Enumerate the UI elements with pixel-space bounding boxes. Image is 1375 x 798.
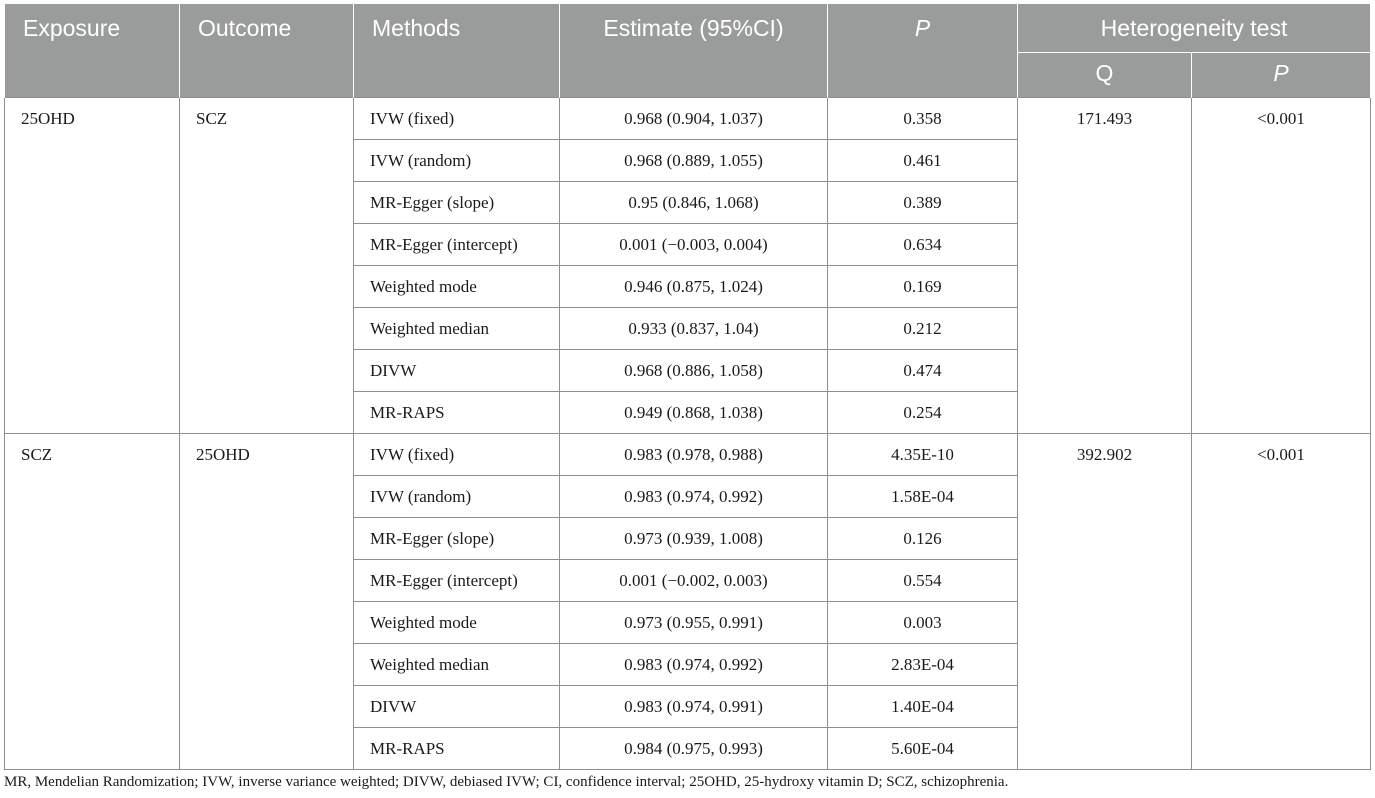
- table-row: SCZ 25OHD IVW (fixed) 0.983 (0.978, 0.988) 4…: [4, 433, 1372, 770]
- results-table-container: Exposure Outcome Methods Estimate (95%CI…: [4, 4, 1372, 770]
- method-cell: IVW (random): [353, 475, 560, 518]
- method-cell: MR-Egger (slope): [353, 181, 560, 224]
- estimate-cell: 0.946 (0.875, 1.024): [559, 265, 828, 308]
- heterogeneity-p-cell: <0.001: [1190, 97, 1372, 434]
- p-value-cell: 0.461: [827, 139, 1018, 182]
- estimate-cell: 0.968 (0.886, 1.058): [559, 349, 828, 392]
- outcome-cell: 25OHD: [179, 433, 354, 770]
- header-exposure: Exposure: [4, 4, 180, 98]
- table-body: 25OHD SCZ IVW (fixed) 0.968 (0.904, 1.037) 0…: [4, 97, 1372, 770]
- method-cell: MR-RAPS: [353, 391, 560, 434]
- table-row: MR-Egger (intercept) 0.001 (−0.002, 0.003…: [5, 559, 1371, 602]
- p-value-cell: 0.169: [827, 265, 1018, 308]
- table-row: MR-RAPS 0.949 (0.868, 1.038) 0.254: [5, 391, 1371, 434]
- method-cell: MR-Egger (slope): [353, 517, 560, 560]
- method-cell: Weighted median: [353, 307, 560, 350]
- method-cell: Weighted median: [353, 643, 560, 686]
- method-cell: DIVW: [353, 685, 560, 728]
- p-value-cell: 0.212: [827, 307, 1018, 350]
- header-p: P: [827, 4, 1018, 98]
- table-row: MR-Egger (intercept) 0.001 (−0.003, 0.004…: [5, 223, 1371, 266]
- table-row: Weighted mode 0.946 (0.875, 1.024) 0.169: [5, 265, 1371, 308]
- table-row: MR-Egger (slope) 0.95 (0.846, 1.068) 0.389: [5, 181, 1371, 224]
- method-cell: MR-Egger (intercept): [353, 559, 560, 602]
- table-row: DIVW 0.968 (0.886, 1.058) 0.474: [5, 349, 1371, 392]
- table-row: MR-RAPS 0.984 (0.975, 0.993) 5.60E-04: [5, 727, 1371, 770]
- p-value-cell: 5.60E-04: [827, 727, 1018, 770]
- heterogeneity-q-cell: 392.902: [1017, 433, 1192, 770]
- estimate-cell: 0.973 (0.939, 1.008): [559, 517, 828, 560]
- header-estimate: Estimate (95%CI): [559, 4, 828, 98]
- mr-results-table: Exposure Outcome Methods Estimate (95%CI…: [4, 4, 1372, 770]
- table-row: IVW (random) 0.983 (0.974, 0.992) 1.58E-04: [5, 475, 1371, 518]
- method-cell: Weighted mode: [353, 601, 560, 644]
- p-value-cell: 0.126: [827, 517, 1018, 560]
- estimate-cell: 0.973 (0.955, 0.991): [559, 601, 828, 644]
- method-cell: IVW (fixed): [353, 97, 560, 140]
- table-row: IVW (random) 0.968 (0.889, 1.055) 0.461: [5, 139, 1371, 182]
- header-outcome: Outcome: [179, 4, 354, 98]
- p-value-cell: 0.474: [827, 349, 1018, 392]
- method-cell: IVW (fixed): [353, 433, 560, 476]
- p-value-cell: 4.35E-10: [827, 433, 1018, 476]
- table-header: Exposure Outcome Methods Estimate (95%CI…: [4, 4, 1372, 98]
- table-row: Weighted median 0.933 (0.837, 1.04) 0.212: [5, 307, 1371, 350]
- p-value-cell: 2.83E-04: [827, 643, 1018, 686]
- method-cell: MR-Egger (intercept): [353, 223, 560, 266]
- header-heterogeneity: Heterogeneity test: [1016, 4, 1372, 53]
- heterogeneity-p-cell: <0.001: [1190, 433, 1372, 770]
- header-heterogeneity-p: P: [1190, 52, 1372, 98]
- estimate-cell: 0.983 (0.978, 0.988): [559, 433, 828, 476]
- estimate-cell: 0.983 (0.974, 0.991): [559, 685, 828, 728]
- estimate-cell: 0.968 (0.889, 1.055): [559, 139, 828, 182]
- header-q: Q: [1017, 52, 1192, 98]
- estimate-cell: 0.95 (0.846, 1.068): [559, 181, 828, 224]
- p-value-cell: 0.254: [827, 391, 1018, 434]
- method-cell: Weighted mode: [353, 265, 560, 308]
- heterogeneity-q-cell: 171.493: [1017, 97, 1192, 434]
- estimate-cell: 0.984 (0.975, 0.993): [559, 727, 828, 770]
- header-methods: Methods: [353, 4, 560, 98]
- method-cell: MR-RAPS: [353, 727, 560, 770]
- p-value-cell: 0.389: [827, 181, 1018, 224]
- estimate-cell: 0.001 (−0.003, 0.004): [559, 223, 828, 266]
- estimate-cell: 0.001 (−0.002, 0.003): [559, 559, 828, 602]
- table-row: 25OHD SCZ IVW (fixed) 0.968 (0.904, 1.037) 0…: [4, 97, 1372, 434]
- estimate-cell: 0.983 (0.974, 0.992): [559, 643, 828, 686]
- p-value-cell: 0.003: [827, 601, 1018, 644]
- method-cell: IVW (random): [353, 139, 560, 182]
- p-value-cell: 1.58E-04: [827, 475, 1018, 518]
- p-value-cell: 0.554: [827, 559, 1018, 602]
- estimate-cell: 0.949 (0.868, 1.038): [559, 391, 828, 434]
- p-value-cell: 1.40E-04: [827, 685, 1018, 728]
- exposure-cell: SCZ: [4, 433, 180, 770]
- table-footnote: MR, Mendelian Randomization; IVW, invers…: [4, 774, 1009, 790]
- p-value-cell: 0.634: [827, 223, 1018, 266]
- table-row: Weighted mode 0.973 (0.955, 0.991) 0.003: [5, 601, 1371, 644]
- method-cell: DIVW: [353, 349, 560, 392]
- exposure-cell: 25OHD: [4, 97, 180, 434]
- table-row: MR-Egger (slope) 0.973 (0.939, 1.008) 0.12…: [5, 517, 1371, 560]
- estimate-cell: 0.933 (0.837, 1.04): [559, 307, 828, 350]
- estimate-cell: 0.968 (0.904, 1.037): [559, 97, 828, 140]
- estimate-cell: 0.983 (0.974, 0.992): [559, 475, 828, 518]
- p-value-cell: 0.358: [827, 97, 1018, 140]
- outcome-cell: SCZ: [179, 97, 354, 434]
